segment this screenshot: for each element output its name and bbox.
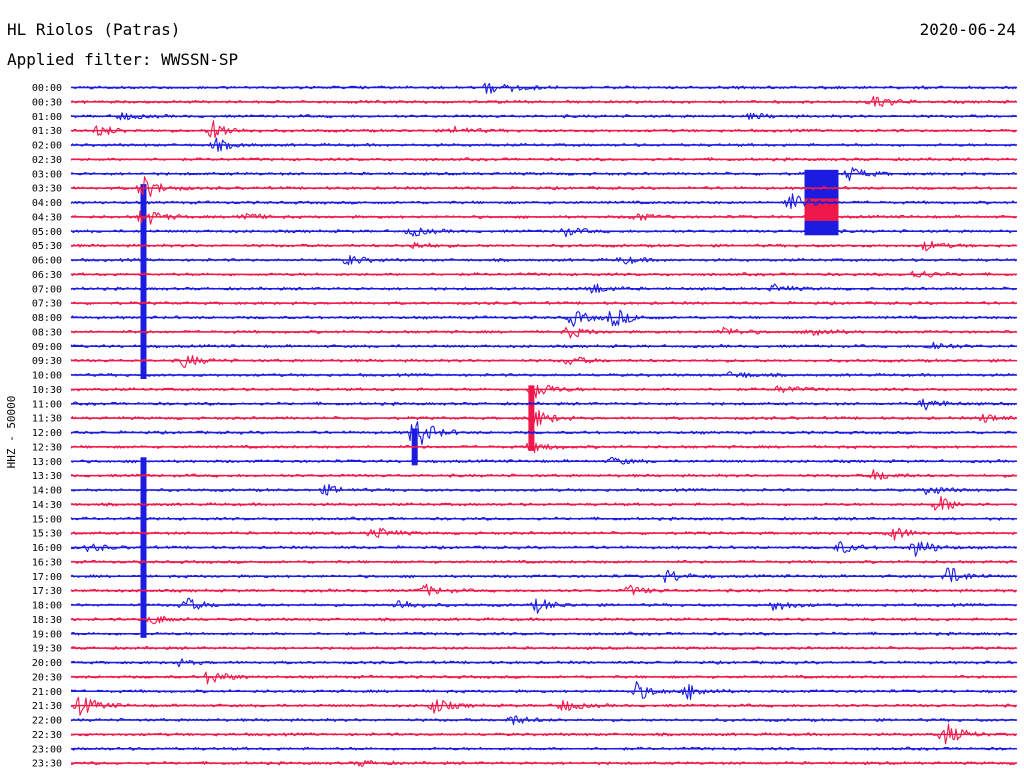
time-label: 00:30 <box>32 97 62 108</box>
time-label: 11:30 <box>32 414 62 425</box>
trace-0930 <box>70 354 1017 368</box>
time-label: 23:30 <box>32 759 62 770</box>
date-label: 2020-06-24 <box>919 20 1016 39</box>
trace-1430 <box>70 495 1017 511</box>
time-label: 13:30 <box>32 471 62 482</box>
time-label: 16:30 <box>32 557 62 568</box>
time-label: 02:00 <box>32 141 62 152</box>
trace-1600 <box>70 541 1017 557</box>
time-label: 21:30 <box>32 701 62 712</box>
trace-0800 <box>70 309 1017 327</box>
time-label: 05:00 <box>32 227 62 238</box>
trace-1330 <box>70 469 1017 481</box>
time-label: 08:00 <box>32 313 62 324</box>
clipped-burst <box>140 184 147 379</box>
time-label: 23:00 <box>32 744 62 755</box>
time-label: 04:00 <box>32 198 62 209</box>
time-label: 19:00 <box>32 629 62 640</box>
time-label: 20:30 <box>32 672 62 683</box>
time-label: 06:30 <box>32 270 62 281</box>
filter-label: Applied filter: WWSSN-SP <box>7 50 239 69</box>
trace-0130 <box>70 120 1017 139</box>
time-label: 03:30 <box>32 184 62 195</box>
trace-1030 <box>70 384 1017 399</box>
trace-0500 <box>70 227 1017 238</box>
time-label: 00:00 <box>32 83 62 94</box>
time-label: 01:30 <box>32 126 62 137</box>
trace-0300 <box>70 167 1017 182</box>
time-label: 14:30 <box>32 500 62 511</box>
time-label: 07:30 <box>32 299 62 310</box>
trace-1700 <box>70 567 1017 583</box>
trace-0400 <box>70 193 1017 210</box>
time-label: 15:30 <box>32 529 62 540</box>
time-label: 06:00 <box>32 256 62 267</box>
time-label: 22:00 <box>32 716 62 727</box>
time-label: 14:00 <box>32 486 62 497</box>
trace-0430 <box>70 210 1017 225</box>
traces-layer <box>70 82 1017 768</box>
time-label: 19:30 <box>32 644 62 655</box>
time-label: 15:00 <box>32 514 62 525</box>
time-labels-layer: 00:00 00:30 01:00 01:30 02:00 02:30 03:00 03:30… <box>32 83 62 770</box>
trace-0900 <box>70 341 1017 350</box>
time-label: 02:30 <box>32 155 62 166</box>
time-label: 08:30 <box>32 327 62 338</box>
time-label: 01:00 <box>32 112 62 123</box>
time-label: 09:30 <box>32 356 62 367</box>
trace-1730 <box>70 583 1017 596</box>
time-label: 18:30 <box>32 615 62 626</box>
trace-1530 <box>70 527 1017 541</box>
time-label: 16:00 <box>32 543 62 554</box>
time-label: 21:00 <box>32 687 62 698</box>
trace-1800 <box>70 597 1017 614</box>
trace-2030 <box>70 671 1017 685</box>
trace-0000 <box>70 82 1017 94</box>
time-label: 07:00 <box>32 284 62 295</box>
time-label: 13:00 <box>32 457 62 468</box>
time-label: 03:00 <box>32 169 62 180</box>
time-label: 09:00 <box>32 342 62 353</box>
time-label: 04:30 <box>32 212 62 223</box>
time-label: 10:00 <box>32 371 62 382</box>
time-label: 22:30 <box>32 730 62 741</box>
time-label: 12:30 <box>32 442 62 453</box>
trace-1300 <box>70 456 1017 465</box>
time-label: 11:00 <box>32 399 62 410</box>
time-label: 05:30 <box>32 241 62 252</box>
time-label: 18:00 <box>32 601 62 612</box>
station-title: HL Riolos (Patras) <box>7 20 181 39</box>
time-label: 10:30 <box>32 385 62 396</box>
time-label: 12:00 <box>32 428 62 439</box>
trace-1100 <box>70 398 1017 411</box>
time-label: 17:30 <box>32 586 62 597</box>
time-label: 17:00 <box>32 572 62 583</box>
trace-0330 <box>70 176 1017 198</box>
time-label: 20:00 <box>32 658 62 669</box>
